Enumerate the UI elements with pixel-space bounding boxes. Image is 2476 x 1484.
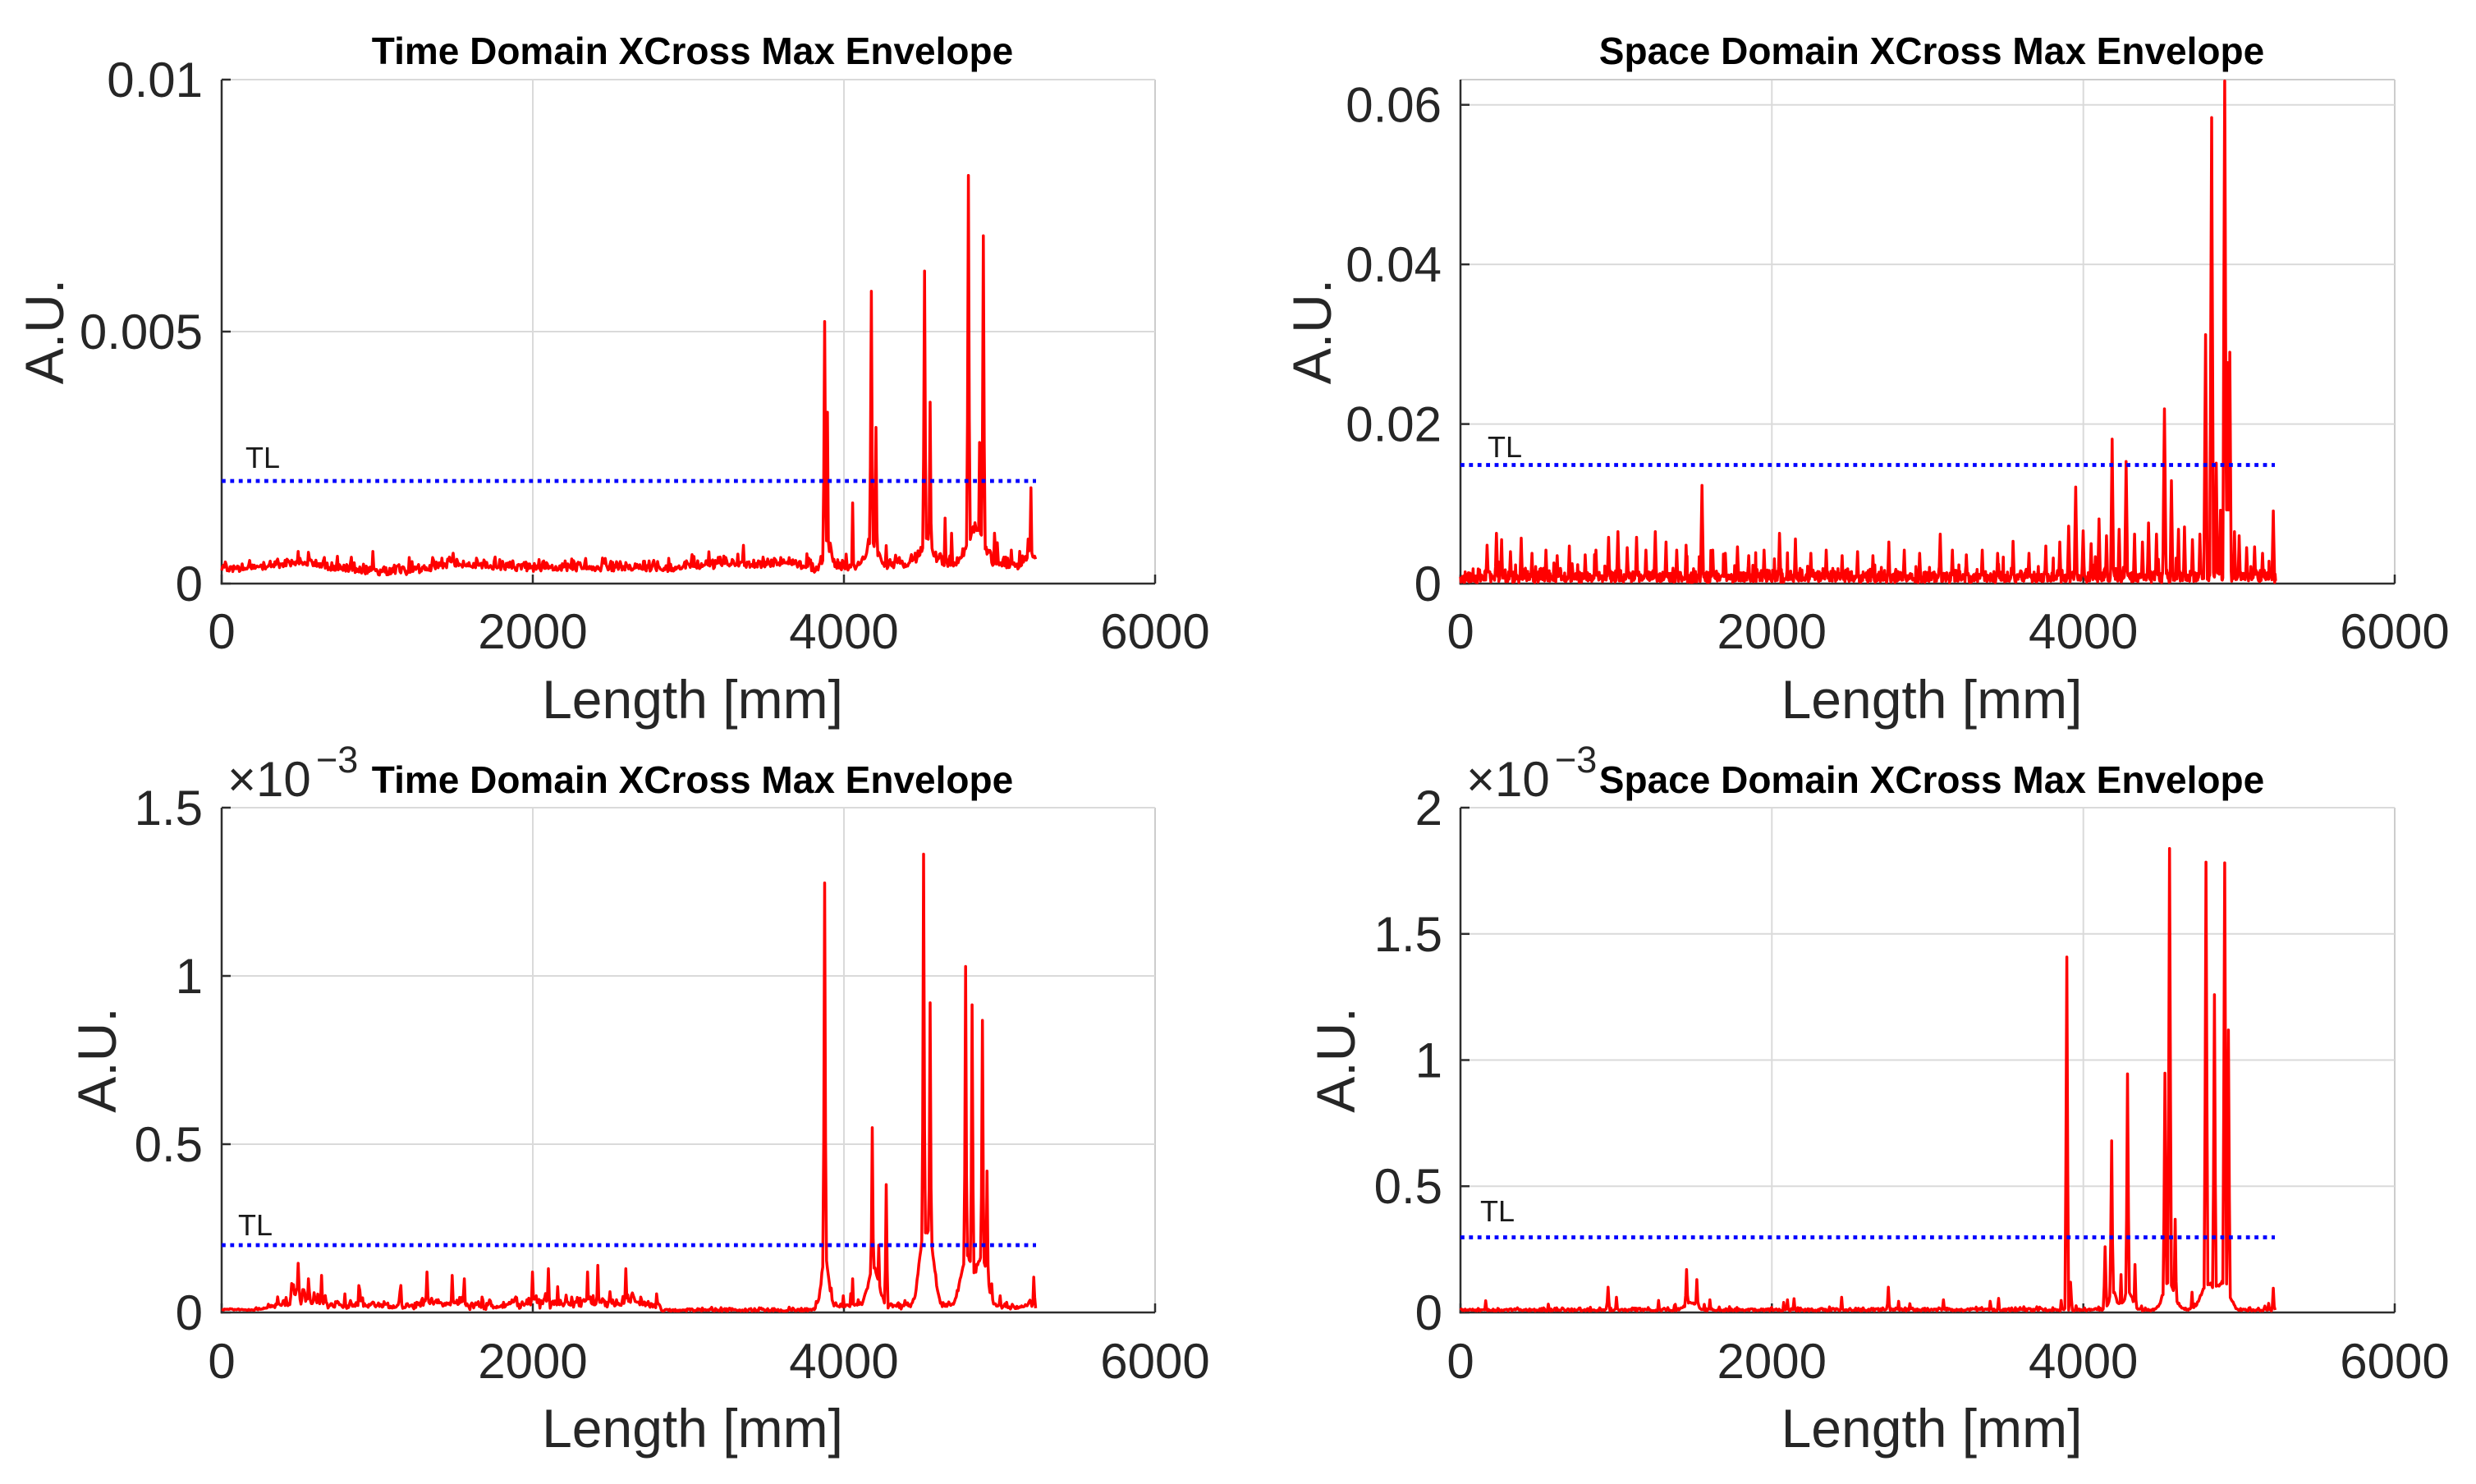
- svg-text:2000: 2000: [478, 1334, 587, 1389]
- svg-text:1: 1: [1415, 1033, 1442, 1088]
- svg-text:0: 0: [176, 1285, 203, 1340]
- svg-text:Length [mm]: Length [mm]: [1781, 1398, 2083, 1459]
- svg-text:0.01: 0.01: [107, 53, 203, 108]
- svg-text:4000: 4000: [2029, 1334, 2138, 1389]
- svg-text:TL: TL: [238, 1208, 273, 1242]
- svg-text:0.005: 0.005: [80, 305, 203, 360]
- svg-text:×10: ×10: [227, 752, 311, 807]
- svg-text:0: 0: [208, 604, 235, 659]
- svg-text:0: 0: [1415, 1285, 1442, 1340]
- svg-text:4000: 4000: [789, 604, 898, 659]
- svg-text:0.5: 0.5: [135, 1117, 203, 1172]
- svg-text:TL: TL: [1488, 430, 1522, 464]
- svg-text:A.U.: A.U.: [1305, 1007, 1366, 1112]
- svg-text:0.04: 0.04: [1346, 237, 1442, 292]
- svg-text:TL: TL: [1480, 1194, 1515, 1228]
- svg-text:4000: 4000: [789, 1334, 898, 1389]
- svg-text:2000: 2000: [478, 604, 587, 659]
- svg-text:2: 2: [1415, 781, 1442, 836]
- svg-text:×10: ×10: [1466, 752, 1550, 807]
- svg-text:A.U.: A.U.: [1282, 279, 1342, 384]
- svg-text:2000: 2000: [1717, 604, 1827, 659]
- svg-text:0: 0: [1447, 1334, 1474, 1389]
- svg-text:−3: −3: [1555, 739, 1597, 781]
- svg-text:6000: 6000: [1100, 604, 1209, 659]
- svg-text:0.5: 0.5: [1374, 1159, 1442, 1214]
- svg-text:0: 0: [208, 1334, 235, 1389]
- svg-text:Length [mm]: Length [mm]: [542, 1398, 843, 1459]
- svg-text:A.U.: A.U.: [14, 279, 75, 384]
- svg-text:Space Domain XCross Max Envelo: Space Domain XCross Max Envelope: [1599, 30, 2264, 72]
- svg-text:0.06: 0.06: [1346, 78, 1442, 133]
- svg-text:1.5: 1.5: [1374, 907, 1442, 962]
- svg-text:6000: 6000: [1100, 1334, 1209, 1389]
- svg-text:6000: 6000: [2340, 1334, 2449, 1389]
- svg-text:4000: 4000: [2029, 604, 2138, 659]
- svg-text:Length [mm]: Length [mm]: [542, 669, 843, 730]
- svg-text:0.02: 0.02: [1346, 397, 1442, 452]
- svg-text:0: 0: [1415, 556, 1442, 611]
- svg-text:−3: −3: [316, 739, 358, 781]
- svg-text:A.U.: A.U.: [66, 1007, 127, 1112]
- svg-text:6000: 6000: [2340, 604, 2449, 659]
- svg-text:2000: 2000: [1717, 1334, 1827, 1389]
- svg-text:0: 0: [176, 556, 203, 611]
- svg-text:1: 1: [176, 949, 203, 1004]
- svg-text:TL: TL: [245, 441, 280, 474]
- svg-text:Time Domain XCross Max Envelop: Time Domain XCross Max Envelope: [372, 30, 1013, 72]
- svg-text:1.5: 1.5: [135, 781, 203, 836]
- svg-text:Space Domain XCross Max Envelo: Space Domain XCross Max Envelope: [1599, 758, 2264, 801]
- svg-text:0: 0: [1447, 604, 1474, 659]
- svg-text:Time Domain XCross Max Envelop: Time Domain XCross Max Envelope: [372, 758, 1013, 801]
- svg-text:Length [mm]: Length [mm]: [1781, 669, 2083, 730]
